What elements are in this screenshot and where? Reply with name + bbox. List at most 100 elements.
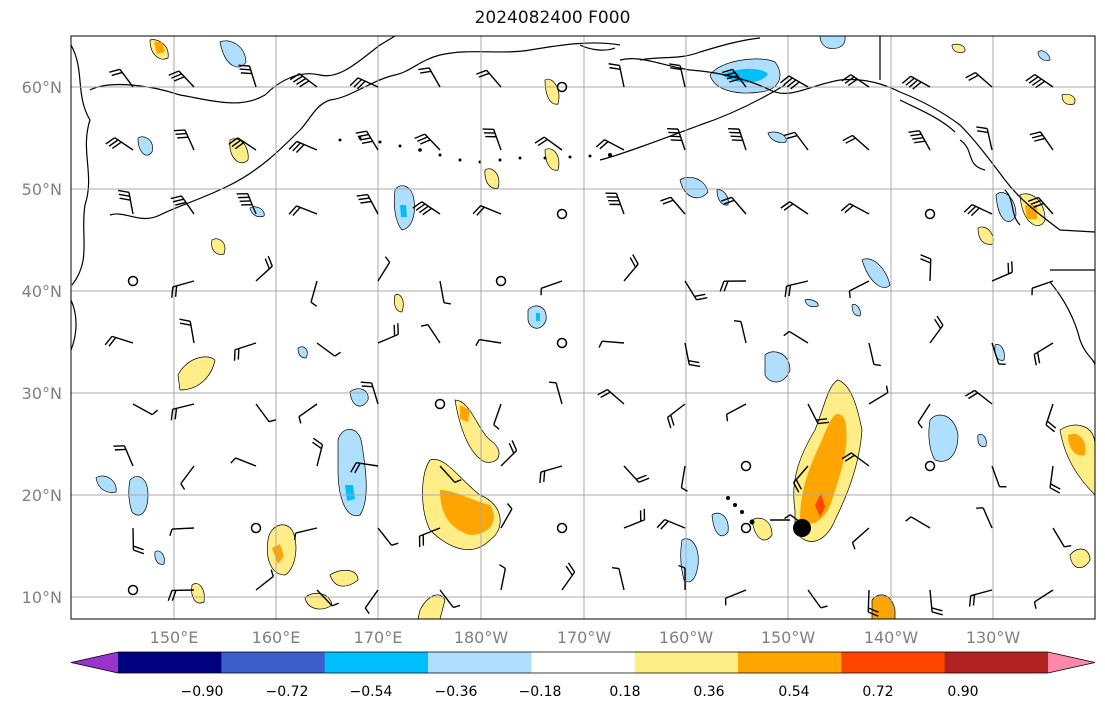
wind-barb (228, 137, 257, 151)
colorbar-tick-label: −0.36 (435, 684, 478, 700)
wind-barb (132, 403, 159, 416)
calm-wind-symbol (434, 398, 446, 410)
wind-barb (848, 280, 870, 299)
colorbar-extend-low (71, 652, 118, 673)
wind-barb (678, 564, 686, 591)
lon-label: 130°W (966, 628, 1021, 647)
wind-barb (965, 71, 993, 88)
wind-barb (233, 342, 257, 361)
wind-barb (684, 342, 701, 368)
wind-barb (316, 589, 339, 607)
colorbar-tick-label: 0.72 (862, 684, 893, 700)
wind-barb (255, 255, 273, 282)
colorbar-segment (944, 652, 1049, 673)
wind-barb (180, 465, 195, 490)
wind-barb (929, 315, 944, 344)
wind-barb (597, 388, 625, 405)
calm-wind-symbol (740, 460, 752, 472)
wind-barb (666, 403, 686, 429)
wind-barb (920, 254, 932, 282)
colorbar-segment (324, 652, 429, 673)
wind-barb (170, 195, 195, 215)
wind-barb (171, 280, 195, 298)
plot-frame (70, 35, 1096, 620)
map-title: 2024082400 F000 (474, 8, 631, 28)
plot-area (71, 36, 1095, 619)
wind-barb (364, 589, 379, 615)
wind-barb (841, 74, 870, 88)
colorbar-segment (428, 652, 532, 673)
wind-barbs (104, 63, 1072, 617)
wind-barb (656, 518, 686, 530)
wind-barb (976, 507, 993, 529)
lat-label: 60°N (22, 78, 62, 97)
colorbar-segment (634, 652, 739, 673)
wind-barb (908, 130, 931, 151)
wind-barb (293, 527, 318, 541)
wind-barb (1049, 465, 1061, 494)
colorbar-segment (118, 652, 222, 673)
wind-barb (1025, 74, 1054, 89)
wind-barb (867, 589, 879, 617)
wind-barb (660, 196, 686, 215)
wind-barb (310, 280, 318, 307)
wind-barb (377, 256, 391, 282)
wind-barb (684, 280, 708, 301)
colorbar-tick-label: −0.72 (266, 684, 309, 700)
wind-barb (168, 70, 195, 88)
latitude-labels: 10°N 20°N 30°N 40°N 50°N 60°N (22, 78, 62, 607)
wind-barb (868, 342, 881, 367)
colorbar-tick-label: −0.54 (350, 684, 393, 700)
wind-barb (561, 562, 576, 591)
colorbar-tick-label: 0.90 (947, 684, 978, 700)
wind-barb (539, 465, 563, 484)
wind-barb (298, 403, 318, 424)
lon-label: 150°E (150, 628, 199, 647)
aleutian-islands (338, 136, 755, 525)
wind-barb (312, 437, 324, 467)
lon-label: 180°W (454, 628, 509, 647)
wind-barb (598, 340, 625, 348)
lat-label: 40°N (22, 282, 62, 301)
wind-barb (807, 589, 828, 609)
wind-barb (540, 280, 563, 296)
colorbar-segment (221, 652, 326, 673)
lon-label: 150°W (761, 628, 816, 647)
wind-barb (113, 445, 134, 467)
lon-label: 160°W (659, 628, 714, 647)
wind-barb (288, 205, 318, 217)
wind-barb (840, 202, 870, 215)
wind-barb (595, 139, 625, 151)
wind-barb (439, 465, 462, 483)
wind-barb (722, 68, 747, 88)
wind-barb (851, 527, 870, 550)
wind-barb (784, 131, 809, 151)
wind-barb (724, 589, 747, 606)
wind-barb (929, 589, 943, 616)
wind-barb (255, 569, 274, 591)
wind-barb (316, 342, 341, 357)
wind-barb (288, 140, 318, 153)
calm-wind-symbol (127, 584, 139, 596)
lon-label: 170°W (557, 628, 612, 647)
calm-wind-symbol (556, 208, 568, 220)
colorbar-segment (531, 652, 636, 673)
wind-barb (236, 192, 257, 215)
wind-barb (901, 75, 931, 90)
wind-barb (1029, 131, 1054, 151)
wind-barb (472, 205, 502, 216)
wind-barb (169, 527, 195, 536)
wind-barb (680, 465, 688, 492)
wind-barb (377, 527, 399, 546)
wind-barb (132, 527, 145, 555)
calm-wind-symbol (556, 522, 568, 534)
longitude-labels: 150°E 160°E 170°E 180°W 170°W 160°W 150°… (150, 628, 1021, 647)
wind-barb (418, 527, 441, 548)
colorbar-segment (738, 652, 842, 673)
wind-barb (1052, 527, 1072, 548)
wind-barb (104, 335, 134, 347)
wind-barb (377, 323, 399, 344)
wind-barb (792, 465, 809, 493)
wind-barb (173, 129, 195, 151)
calm-wind-symbol (740, 522, 752, 534)
